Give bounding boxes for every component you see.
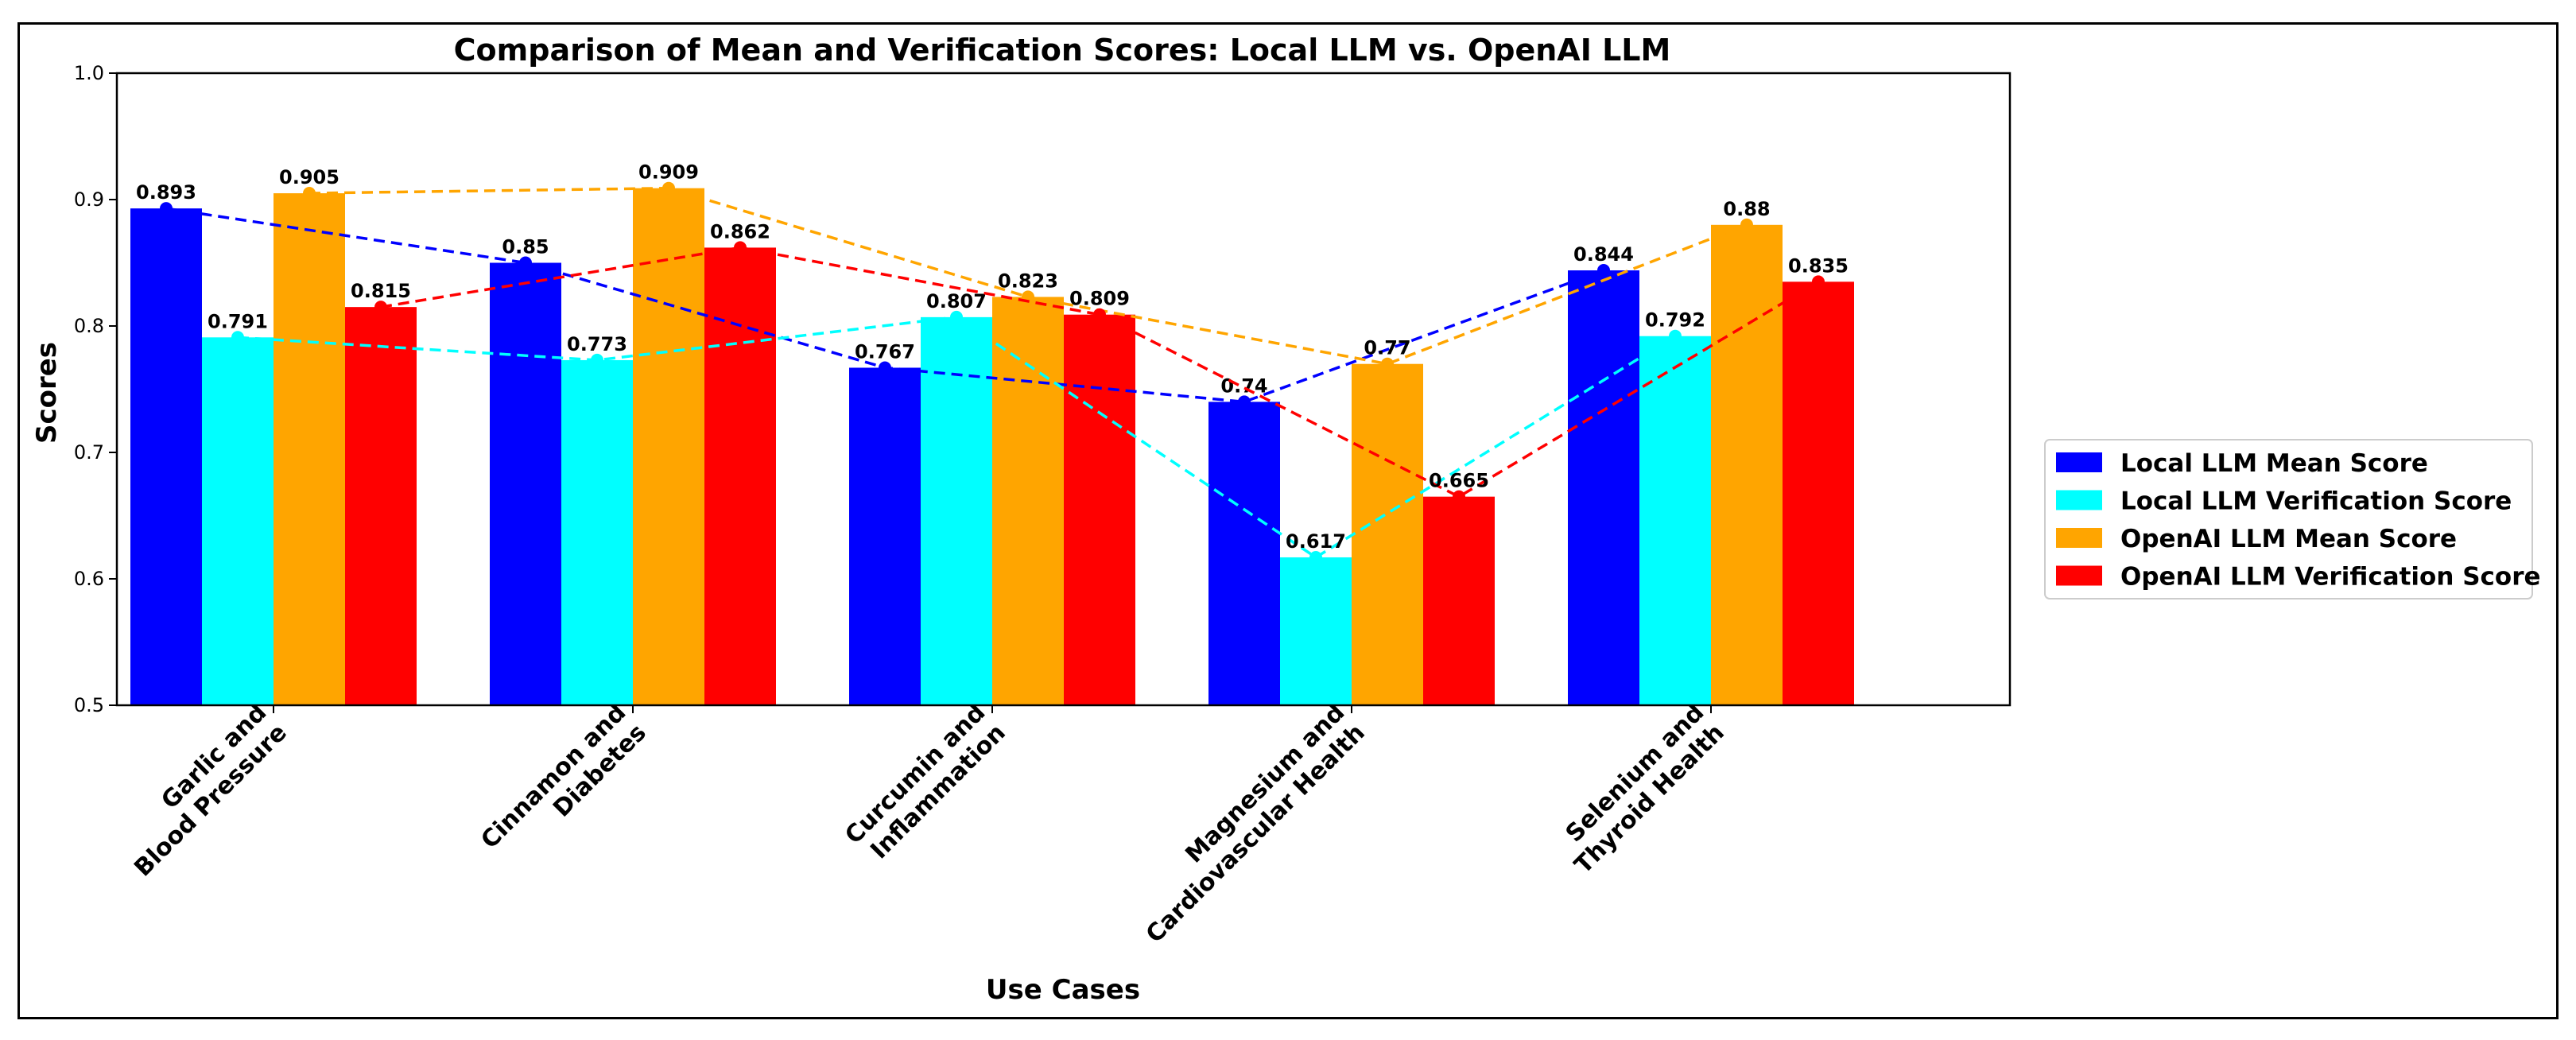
- x-tick-label-line: Cardiovascular Health: [1141, 719, 1371, 949]
- bar-openai-llm-mean-score: [992, 297, 1064, 705]
- legend-swatch: [2056, 528, 2102, 548]
- x-axis-label: Use Cases: [986, 974, 1140, 1006]
- bar-local-llm-mean-score: [130, 208, 202, 705]
- legend-label: Local LLM Verification Score: [2120, 487, 2512, 516]
- bar-openai-llm-verification-score: [345, 307, 417, 705]
- axes-frame: [115, 72, 2012, 707]
- bar-openai-llm-mean-score: [274, 193, 345, 706]
- bar-local-llm-mean-score: [1568, 270, 1639, 705]
- data-label: 0.773: [567, 333, 627, 355]
- data-point: [1812, 275, 1825, 289]
- data-point: [1597, 264, 1610, 277]
- data-label: 0.909: [638, 161, 699, 184]
- legend-swatch: [2056, 490, 2102, 510]
- legend-box: [2044, 439, 2533, 600]
- x-tick-label: Magnesium andCardiovascular Health: [1120, 699, 1370, 949]
- data-label: 0.88: [1723, 198, 1770, 220]
- data-point: [1453, 490, 1465, 503]
- y-tick-label: 0.9: [74, 188, 104, 211]
- bar-local-llm-mean-score: [490, 262, 561, 705]
- data-label: 0.617: [1286, 530, 1346, 553]
- bar-local-llm-verification-score: [561, 359, 633, 705]
- data-point: [1740, 218, 1753, 231]
- data-point: [879, 361, 891, 374]
- data-point: [1381, 357, 1394, 371]
- data-point: [231, 331, 244, 344]
- y-tick-label: 0.8: [74, 315, 104, 337]
- data-label: 0.767: [855, 340, 915, 363]
- data-point: [303, 187, 316, 200]
- data-label: 0.844: [1573, 243, 1634, 266]
- bar-openai-llm-mean-score: [633, 188, 704, 705]
- data-label: 0.792: [1645, 309, 1705, 332]
- data-point: [1238, 395, 1251, 409]
- data-label: 0.893: [136, 181, 196, 204]
- bar-openai-llm-verification-score: [1423, 496, 1495, 705]
- data-label: 0.74: [1220, 374, 1267, 397]
- y-tick-label: 1.0: [74, 62, 104, 84]
- data-label: 0.791: [208, 310, 268, 332]
- legend-swatch: [2056, 452, 2102, 472]
- x-tick-label: Cinnamon andDiabetes: [475, 699, 651, 875]
- legend-label: OpenAI LLM Verification Score: [2120, 563, 2541, 592]
- data-label: 0.807: [926, 290, 987, 312]
- x-tick-label: Curcumin andInflammation: [840, 699, 1011, 870]
- data-label: 0.823: [998, 270, 1058, 292]
- bar-openai-llm-verification-score: [1783, 281, 1854, 706]
- bar-openai-llm-verification-score: [1064, 314, 1135, 705]
- data-point: [734, 241, 747, 254]
- data-label: 0.809: [1069, 288, 1130, 310]
- data-point: [662, 181, 675, 195]
- y-tick-label: 0.6: [74, 568, 104, 590]
- data-point: [1309, 550, 1322, 564]
- data-label: 0.835: [1788, 254, 1849, 277]
- data-point: [519, 256, 532, 270]
- x-tick-label: Garlic andBlood Pressure: [109, 699, 293, 883]
- y-tick-label: 0.7: [74, 441, 104, 464]
- data-label: 0.85: [502, 236, 549, 258]
- bar-openai-llm-verification-score: [704, 247, 776, 705]
- data-point: [950, 310, 963, 324]
- data-point: [374, 301, 387, 314]
- bar-local-llm-mean-score: [1208, 402, 1280, 705]
- figure-frame: [17, 22, 2559, 1019]
- bar-local-llm-verification-score: [921, 316, 992, 705]
- data-point: [160, 202, 173, 215]
- plot-area: 0.5 0.6 0.7 0.8 0.9 1.0 Garlic andBlood Pressu…: [74, 62, 1854, 949]
- data-point: [591, 353, 603, 367]
- data-label: 0.77: [1364, 337, 1410, 359]
- bar-local-llm-verification-score: [1280, 557, 1352, 705]
- bar-openai-llm-mean-score: [1711, 224, 1783, 705]
- bar-openai-llm-mean-score: [1352, 363, 1423, 705]
- chart-title: Comparison of Mean and Verification Scor…: [454, 33, 1671, 68]
- x-tick-label: Selenium andThyroid Health: [1549, 699, 1729, 879]
- data-label: 0.862: [710, 220, 770, 243]
- data-label: 0.815: [351, 280, 411, 302]
- legend-label: OpenAI LLM Mean Score: [2120, 525, 2457, 553]
- bar-local-llm-verification-score: [202, 337, 274, 705]
- y-tick-label: 0.5: [74, 694, 104, 716]
- data-point: [1669, 329, 1682, 343]
- data-point: [1093, 308, 1106, 321]
- legend: Local LLM Mean Score Local LLM Verificati…: [2044, 439, 2541, 600]
- bar-local-llm-verification-score: [1639, 336, 1711, 705]
- data-label: 0.905: [279, 166, 339, 188]
- bar-local-llm-mean-score: [849, 367, 921, 705]
- legend-label: Local LLM Mean Score: [2120, 449, 2428, 478]
- legend-swatch: [2056, 565, 2102, 586]
- y-axis-label: Scores: [31, 342, 63, 444]
- data-label: 0.665: [1429, 470, 1489, 492]
